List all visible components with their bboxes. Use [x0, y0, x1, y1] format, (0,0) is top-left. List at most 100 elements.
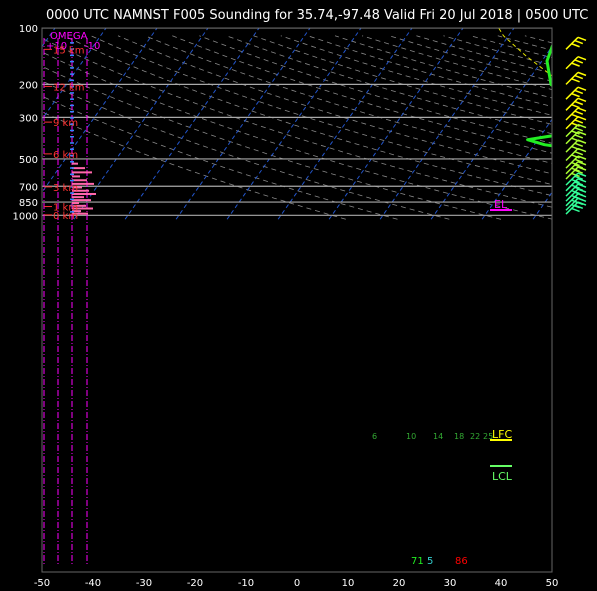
plot-border: [41, 27, 553, 573]
isotherm-line: [226, 28, 362, 220]
wind-barb-flag: [577, 107, 587, 112]
dry-adiabat: [389, 35, 552, 82]
height-label: 12 km: [53, 82, 84, 93]
wind-barb-flag: [577, 178, 587, 183]
wind-barb-flag: [574, 89, 584, 95]
chart-title: 0000 UTC NAMNST F005 Sounding for 35.74,…: [46, 8, 589, 23]
isotherm-line: [42, 28, 107, 121]
wind-barb-flag: [577, 131, 587, 136]
lfc-label: LFC: [492, 428, 512, 441]
wind-barb-flag: [571, 122, 580, 127]
wind-barb-flag: [577, 97, 587, 102]
wind-barb-flag: [574, 204, 584, 209]
temperature-tick-label: -20: [187, 578, 203, 589]
wind-barb-flag: [574, 169, 584, 174]
dewpoint-trace: [526, 44, 552, 148]
wind-barb: [565, 56, 587, 70]
wind-barb-flag: [577, 161, 587, 166]
wind-barb-flag: [574, 127, 584, 132]
dry-adiabat: [226, 35, 552, 135]
temperature-tick-label: -10: [238, 578, 254, 589]
wind-barb-flag: [577, 147, 587, 153]
temperature-tick-label: 20: [393, 578, 406, 589]
wind-barb-flag: [577, 197, 587, 202]
wind-barb: [565, 107, 587, 121]
isotherm-line: [175, 28, 311, 220]
isotherm-line: [584, 24, 597, 219]
wind-barb-flag: [571, 62, 580, 67]
wind-barb-flag: [577, 139, 587, 144]
wind-barb-flag: [577, 56, 587, 61]
wind-barb: [565, 123, 587, 138]
wind-barb-flag: [571, 43, 580, 48]
isotherm-line: [73, 28, 209, 220]
pressure-tick-label: 300: [19, 113, 38, 124]
wind-barb-flag: [577, 36, 587, 42]
wind-barb-flag: [571, 103, 580, 109]
wind-barb-flag: [574, 100, 584, 106]
isotherm-line: [481, 118, 552, 220]
wind-barb-flag: [574, 158, 584, 164]
wind-barb: [565, 201, 587, 215]
wind-barb-flag: [577, 155, 587, 160]
wind-barb: [565, 147, 587, 162]
height-label: 15 km: [53, 45, 84, 56]
temperature-tick-label: 30: [444, 578, 457, 589]
wind-barb: [565, 161, 587, 175]
wind-barb-flag: [577, 123, 587, 129]
wind-barb: [565, 86, 587, 100]
dry-adiabat: [42, 51, 552, 220]
wind-barb-flag: [574, 119, 584, 124]
isotherm-line: [42, 28, 158, 194]
dry-adiabat: [307, 35, 552, 107]
temperature-tick-label: 40: [495, 578, 508, 589]
dry-adiabat: [280, 35, 552, 116]
wind-barb-flag: [574, 151, 584, 156]
wind-barb: [565, 178, 587, 192]
wind-barb-flag: [571, 130, 580, 135]
wind-barb-flag: [577, 172, 587, 177]
wind-barb-flag: [577, 86, 587, 91]
wind-barb-flag: [574, 59, 584, 64]
omega-tick-plus: +10: [46, 41, 67, 52]
pressure-tick-label: 500: [19, 155, 38, 166]
mixing-ratio-label: 10: [406, 432, 416, 441]
dry-adiabat: [172, 35, 552, 154]
pressure-tick-label: 700: [19, 182, 38, 193]
wind-barb-flag: [577, 116, 587, 121]
wind-barb: [565, 71, 587, 85]
wind-barb-flag: [577, 193, 587, 198]
pressure-tick-label: 850: [19, 198, 38, 209]
height-label: 0 km: [53, 211, 78, 222]
isotherm-line: [124, 28, 260, 220]
dry-adiabat: [42, 65, 502, 220]
temperature-tick-label: -40: [85, 578, 101, 589]
height-label: 6 km: [53, 150, 78, 161]
wind-barb: [565, 97, 587, 111]
dry-adiabat: [253, 35, 552, 125]
dry-adiabat: [90, 35, 552, 185]
wind-barb-flag: [577, 183, 587, 188]
plot-area: [42, 24, 597, 564]
wind-barb-flag: [571, 154, 580, 159]
temperature-tick-label: -50: [34, 578, 50, 589]
height-label: 1 km: [53, 203, 78, 214]
wind-barb-flag: [571, 207, 580, 213]
wind-barb-flag: [574, 175, 584, 181]
dry-adiabat: [117, 35, 552, 175]
mixing-ratio-label: 25: [483, 432, 493, 441]
omega-tick-minus: -10: [84, 41, 100, 52]
wind-barb-flag: [574, 181, 584, 186]
surface-wetbulb-label: 5: [427, 556, 433, 567]
wind-barb: [565, 116, 587, 130]
wind-barb-flag: [577, 201, 587, 206]
dry-adiabat: [42, 95, 398, 220]
dry-adiabat: [42, 111, 346, 220]
dry-adiabat: [144, 35, 552, 164]
wind-barb: [565, 36, 587, 50]
temperature-tick-label: 0: [294, 578, 300, 589]
height-label: 9 km: [53, 118, 78, 129]
dry-adiabat: [63, 35, 552, 197]
